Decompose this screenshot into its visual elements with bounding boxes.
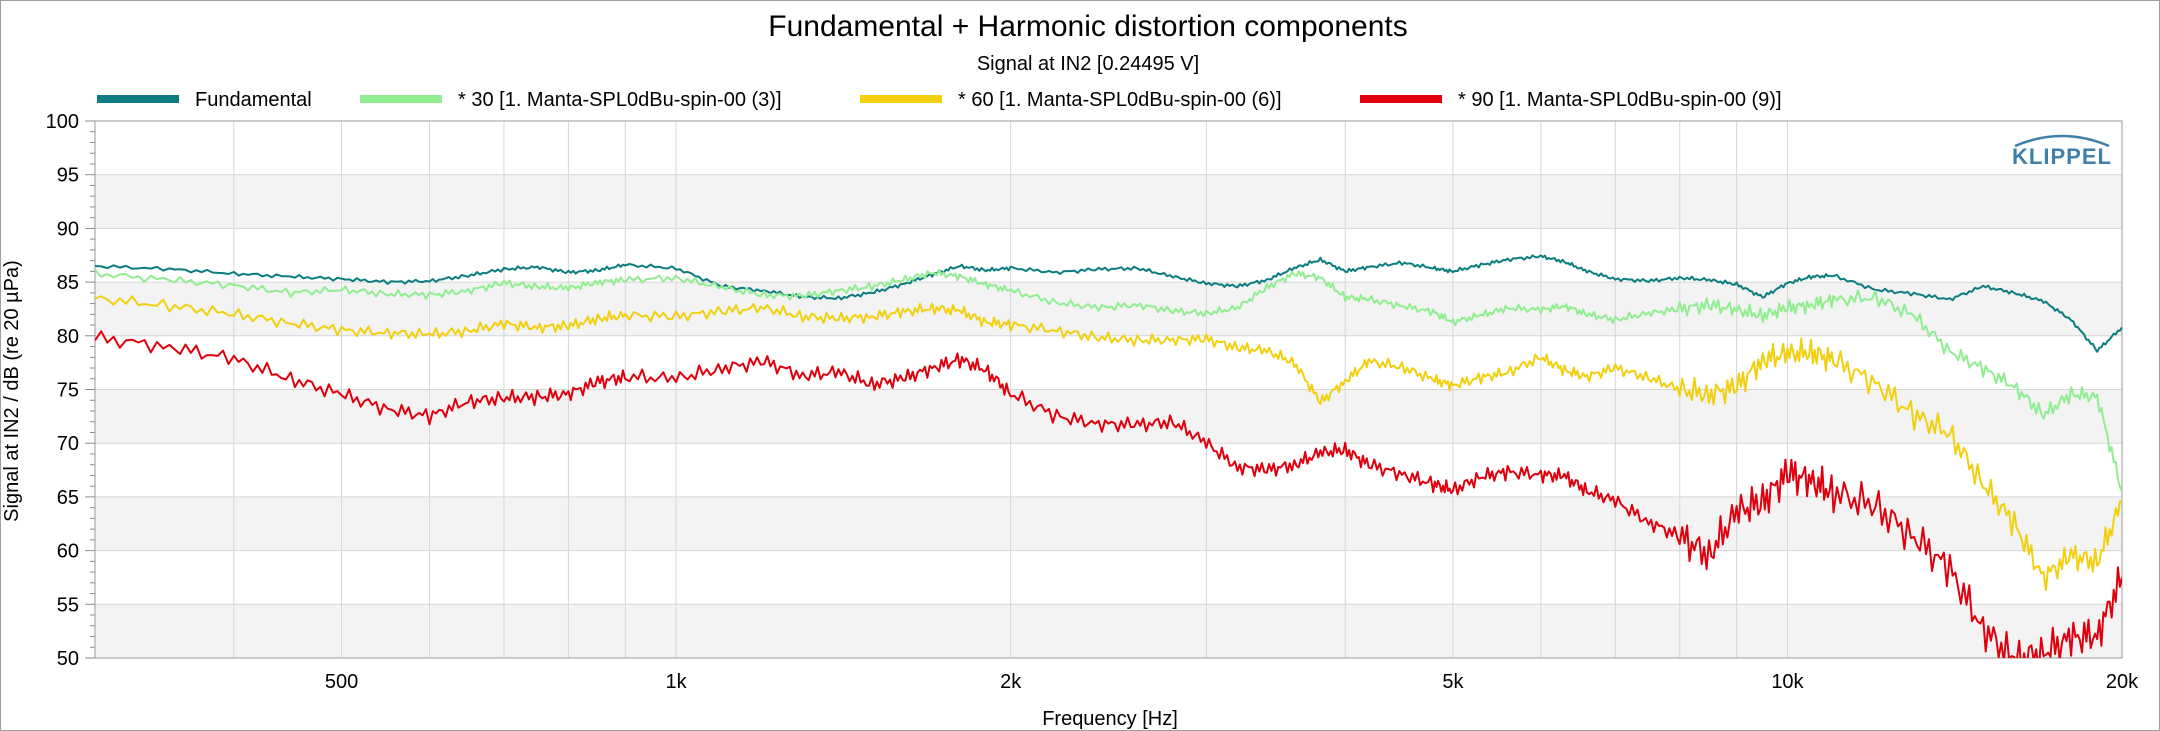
plot-band xyxy=(95,228,2122,283)
plot-band xyxy=(95,335,2122,390)
legend-swatch xyxy=(360,95,442,103)
x-tick-label: 10k xyxy=(1771,671,1804,693)
legend-item: Fundamental xyxy=(97,89,312,111)
plot-band xyxy=(95,389,2122,444)
x-tick-label: 1k xyxy=(666,671,688,693)
y-tick-label: 65 xyxy=(57,487,79,509)
plot-area xyxy=(85,120,2123,659)
legend-label: * 60 [1. Manta-SPL0dBu-spin-00 (6)] xyxy=(958,89,1282,111)
x-tick-label: 500 xyxy=(325,671,358,693)
x-tick-label: 20k xyxy=(2106,671,2139,693)
plot-band xyxy=(95,174,2122,229)
legend-item: * 30 [1. Manta-SPL0dBu-spin-00 (3)] xyxy=(360,89,782,111)
x-axis-ticks: 500 1k 2k 5k 10k 20k xyxy=(325,671,2139,693)
y-axis-label: Signal at IN2 / dB (re 20 µPa) xyxy=(1,260,23,522)
series-line-1 xyxy=(95,268,2122,492)
y-tick-label: 75 xyxy=(57,380,79,402)
y-tick-label: 50 xyxy=(57,648,79,670)
plot-band xyxy=(95,550,2122,605)
legend: Fundamental * 30 [1. Manta-SPL0dBu-spin-0… xyxy=(97,89,1782,111)
series-line-0 xyxy=(95,254,2122,353)
plot-border xyxy=(94,120,2123,659)
klippel-logo: KLIPPEL xyxy=(2012,134,2112,169)
y-axis-ticks: 100 95 90 85 80 75 70 65 60 55 50 xyxy=(46,111,79,670)
legend-swatch xyxy=(1360,95,1442,103)
legend-item: * 90 [1. Manta-SPL0dBu-spin-00 (9)] xyxy=(1360,89,1782,111)
series-line-2 xyxy=(95,295,2122,591)
plot-band xyxy=(95,496,2122,551)
plot-band xyxy=(95,604,2122,658)
y-tick-label: 90 xyxy=(57,218,79,240)
y-tick-label: 80 xyxy=(57,326,79,348)
y-tick-label: 55 xyxy=(57,594,79,616)
legend-label: * 90 [1. Manta-SPL0dBu-spin-00 (9)] xyxy=(1458,89,1782,111)
y-tick-label: 60 xyxy=(57,541,79,563)
klippel-logo-text: KLIPPEL xyxy=(2012,144,2112,169)
legend-item: * 60 [1. Manta-SPL0dBu-spin-00 (6)] xyxy=(860,89,1282,111)
legend-swatch xyxy=(860,95,942,103)
x-axis-label: Frequency [Hz] xyxy=(1042,708,1178,730)
legend-swatch xyxy=(97,95,179,103)
klippel-logo-arc xyxy=(2014,134,2110,148)
y-tick-label: 70 xyxy=(57,433,79,455)
chart-title: Fundamental + Harmonic distortion compon… xyxy=(768,10,1408,43)
x-tick-label: 2k xyxy=(1000,671,1022,693)
legend-label: Fundamental xyxy=(195,89,312,111)
y-tick-label: 100 xyxy=(46,111,79,133)
series-line-3 xyxy=(95,330,2122,658)
legend-label: * 30 [1. Manta-SPL0dBu-spin-00 (3)] xyxy=(458,89,782,111)
y-tick-label: 85 xyxy=(57,272,79,294)
plot-band xyxy=(95,121,2122,175)
chart-subtitle: Signal at IN2 [0.24495 V] xyxy=(977,53,1199,75)
y-tick-label: 95 xyxy=(57,165,79,187)
x-tick-label: 5k xyxy=(1442,671,1464,693)
